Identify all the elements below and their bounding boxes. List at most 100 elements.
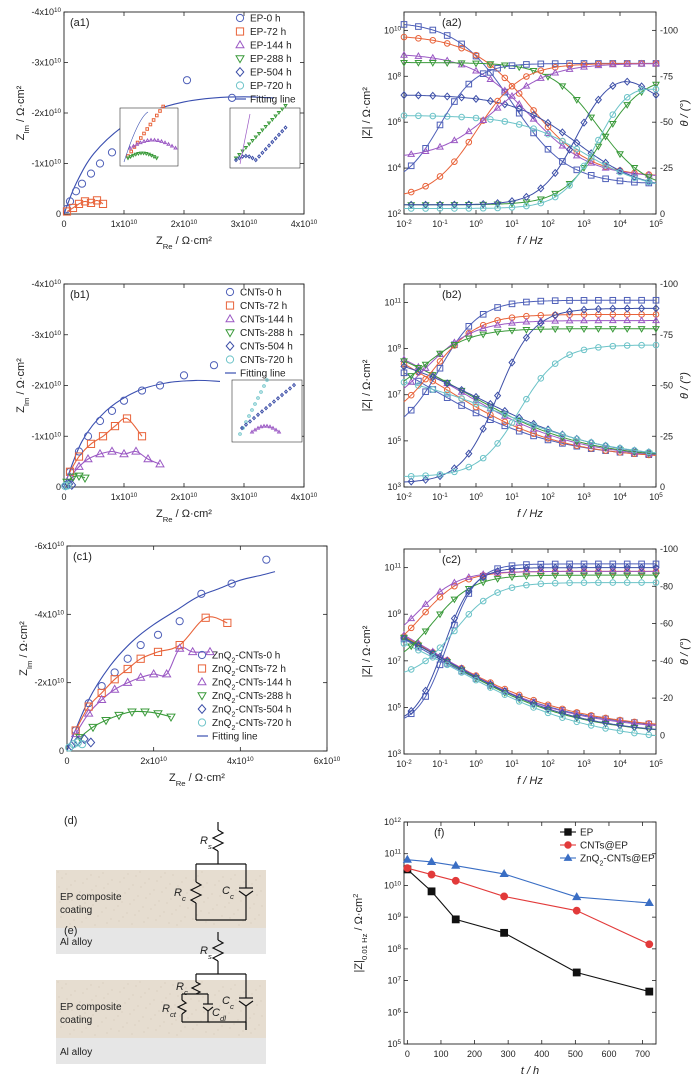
x-tick-label: 600	[601, 1049, 616, 1059]
data-point	[127, 708, 137, 717]
phase-point	[436, 358, 444, 365]
legend-marker	[235, 55, 245, 64]
data-point	[78, 740, 87, 749]
modulus-point	[631, 729, 638, 737]
phase-point	[522, 333, 531, 342]
legend-marker	[225, 340, 235, 352]
phase-point	[623, 572, 632, 580]
phase-point	[609, 304, 617, 313]
phase-point	[566, 351, 573, 359]
data-point	[83, 708, 94, 717]
x-tick-label: 100	[469, 759, 483, 770]
legend-label: CNTs-0 h	[240, 288, 282, 299]
x-tick-label: 2x1010	[171, 492, 198, 503]
phase-point	[407, 666, 415, 673]
coating-layer	[56, 980, 266, 1038]
phase-point	[580, 326, 588, 333]
data-point	[95, 448, 105, 458]
phase-point	[421, 475, 430, 484]
modulus-point	[601, 718, 610, 728]
modulus-fit	[403, 363, 657, 456]
modulus-point	[645, 448, 653, 457]
phase-point	[537, 580, 545, 588]
phase-point	[551, 563, 559, 572]
inset-point	[263, 405, 269, 411]
inset-point	[253, 402, 257, 406]
data-point	[74, 461, 84, 470]
phase-point	[551, 579, 559, 587]
modulus-point	[587, 154, 595, 161]
phase-point	[421, 147, 430, 155]
x-tick-label: 101	[505, 759, 519, 770]
phase-point	[608, 316, 617, 324]
phase-point	[479, 424, 487, 433]
modulus-point	[486, 96, 495, 106]
modulus-point	[415, 646, 422, 654]
y-axis-label: |Z|0.01 Hz / Ω·cm2	[351, 894, 369, 973]
phase-point	[637, 572, 646, 580]
modulus-point	[443, 394, 451, 401]
data-point	[123, 664, 132, 674]
inset-point	[159, 138, 164, 143]
data-point	[98, 432, 108, 441]
legend-label: EP-72 h	[250, 27, 286, 38]
inset-point	[151, 118, 156, 122]
data-point	[137, 432, 147, 441]
phase-point	[652, 560, 660, 568]
modulus-point	[458, 113, 465, 121]
phase-point	[508, 564, 516, 574]
phase-point	[479, 454, 487, 462]
data-point	[98, 199, 108, 209]
y-tick-label: 108	[387, 943, 401, 954]
data-point	[119, 448, 129, 458]
phase-point	[580, 572, 588, 580]
phase-point	[436, 593, 444, 601]
data-point	[77, 179, 87, 188]
phase-point	[493, 576, 502, 583]
phase-point	[551, 360, 559, 367]
phase-point	[464, 127, 473, 135]
data-point	[96, 694, 107, 703]
phase-point	[494, 64, 501, 72]
modulus-point	[602, 714, 609, 722]
data-point	[71, 187, 81, 196]
phase-point	[637, 326, 646, 333]
legend-label: Fitting line	[240, 369, 286, 380]
inset-point	[133, 152, 139, 157]
modulus-point	[530, 125, 537, 132]
modulus-point	[458, 669, 465, 676]
legend-marker	[197, 664, 207, 673]
phase-point	[494, 589, 501, 596]
legend-label: ZnQ2-CNTs@EP	[580, 854, 655, 868]
x-axis-label: f / Hz	[517, 775, 543, 787]
phase-point	[407, 614, 416, 622]
modulus-point	[515, 121, 523, 128]
x-tick-label: 2x1010	[171, 219, 198, 230]
phase-point	[652, 85, 660, 93]
x-tick-label: 10-2	[396, 219, 412, 230]
modulus-point	[559, 431, 566, 439]
data-point	[153, 630, 163, 639]
data-point	[101, 717, 111, 726]
data-point	[135, 672, 146, 681]
data-point	[153, 710, 163, 719]
data-point	[451, 876, 460, 885]
modulus-point	[400, 634, 408, 643]
phase-point	[493, 391, 502, 400]
modulus-point	[631, 718, 638, 726]
y2-tick-label: 0	[660, 730, 665, 740]
fit-line	[63, 379, 221, 488]
modulus-fit	[403, 634, 657, 726]
phase-point	[580, 297, 588, 304]
legend-label: ZnQ2-CNTs-720 h	[212, 718, 292, 732]
phase-point	[536, 74, 545, 81]
phase-point	[465, 463, 473, 471]
data-point	[67, 479, 77, 491]
phase-point	[436, 173, 444, 180]
modulus-point	[573, 709, 581, 716]
phase-point	[422, 608, 429, 616]
x-tick-label: 103	[577, 759, 591, 770]
phase-point	[536, 572, 545, 580]
phase-point	[623, 563, 631, 572]
phase-point	[451, 582, 458, 590]
